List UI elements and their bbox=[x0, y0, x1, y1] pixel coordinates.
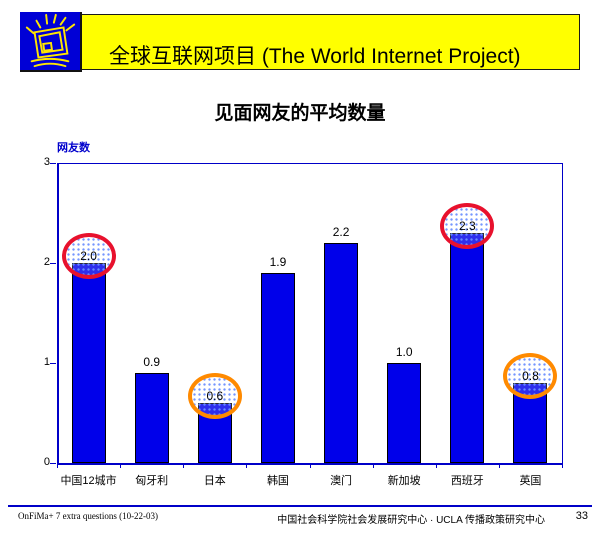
logo bbox=[20, 12, 82, 72]
y-tick-mark bbox=[50, 263, 56, 264]
category-label: 新加坡 bbox=[387, 475, 421, 487]
page-number: 33 bbox=[575, 510, 588, 522]
y-tick-mark bbox=[50, 163, 56, 164]
category-label: 韩国 bbox=[266, 475, 289, 487]
y-axis-title: 网友数 bbox=[57, 142, 90, 154]
footer-divider bbox=[8, 505, 592, 507]
chart-title: 见面网友的平均数量 bbox=[214, 103, 386, 124]
header-banner: 全球互联网项目 (The World Internet Project) bbox=[20, 14, 580, 70]
footer-source: 中国社会科学院社会发展研究中心 · UCLA 传播政策研究中心 bbox=[277, 515, 545, 526]
footer-note: OnFiMa+ 7 extra questions (10-22-03) bbox=[18, 511, 159, 521]
y-tick-label: 1 bbox=[43, 356, 50, 368]
y-tick-mark bbox=[50, 463, 56, 464]
y-tick-mark bbox=[50, 363, 56, 364]
y-tick-label: 2 bbox=[43, 256, 50, 268]
y-tick-label: 0 bbox=[43, 456, 50, 468]
category-label: 英国 bbox=[519, 475, 542, 487]
shining-monitor-icon bbox=[25, 13, 76, 68]
category-label: 匈牙利 bbox=[135, 475, 169, 487]
category-label: 西班牙 bbox=[450, 475, 484, 487]
slide-header-title: 全球互联网项目 (The World Internet Project) bbox=[109, 45, 521, 68]
category-label: 澳门 bbox=[330, 475, 353, 487]
category-label: 日本 bbox=[203, 475, 226, 487]
y-tick-label: 3 bbox=[43, 156, 50, 168]
plot-area bbox=[57, 163, 563, 465]
category-label: 中国12城市 bbox=[60, 475, 117, 487]
